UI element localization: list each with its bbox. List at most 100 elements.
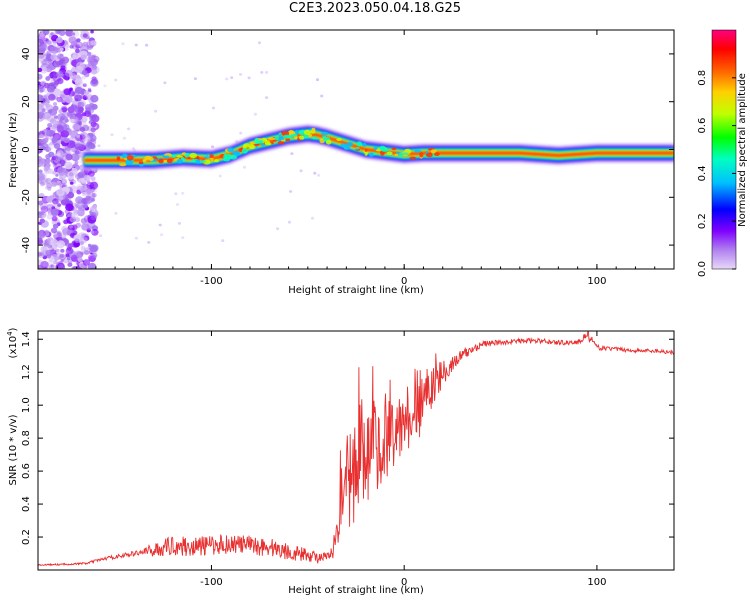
- speckle-blob: [127, 127, 131, 131]
- speckle-blob: [67, 257, 71, 261]
- speckle-blob: [80, 251, 84, 255]
- speckle-blob: [134, 236, 138, 240]
- speckle-blob: [47, 187, 52, 191]
- speckle-blob: [90, 127, 96, 133]
- speckle-blob: [260, 71, 264, 74]
- speckle-blob: [75, 65, 84, 73]
- speckle-blob: [82, 83, 87, 87]
- ridge-blob: [336, 138, 342, 141]
- colorbar-ticks: 0.0 0.2 0.4 0.6 0.8: [697, 70, 736, 277]
- speckle-blob: [67, 243, 73, 249]
- speckle-blob: [47, 168, 54, 174]
- speckle-blob: [39, 134, 44, 139]
- speckle-blob: [299, 169, 303, 173]
- ridge-blob: [148, 157, 154, 161]
- speckle-blob: [39, 149, 43, 153]
- speckle-blob: [56, 261, 64, 269]
- ridge-blob: [278, 133, 282, 139]
- speckle-blob: [71, 212, 79, 219]
- speckle-blob: [89, 102, 94, 107]
- colorbar-tick-label: 0.0: [697, 261, 708, 277]
- speckle-blob: [69, 181, 74, 185]
- speckle-blob: [55, 57, 60, 62]
- speckle-blob: [39, 218, 45, 224]
- speckle-blob: [80, 116, 88, 123]
- speckle-blob: [82, 41, 88, 47]
- speckle-blob: [87, 87, 92, 91]
- speckle-blob: [80, 218, 88, 224]
- y-tick-label: 20: [21, 95, 32, 108]
- ridge-blob: [162, 159, 168, 163]
- speckle-blob: [122, 136, 126, 140]
- speckle-blob: [38, 265, 44, 269]
- speckle-blob: [253, 112, 257, 116]
- snr-frame: [37, 330, 675, 571]
- speckle-blob: [257, 41, 262, 45]
- snr-series-line: [38, 331, 674, 567]
- speckle-blob: [38, 176, 46, 184]
- speckle-blob: [83, 203, 88, 209]
- speckle-blob: [90, 198, 95, 202]
- speckle-blob: [74, 86, 83, 95]
- speckle-blob: [75, 251, 84, 259]
- ridge-blob: [248, 143, 255, 150]
- speckle-blob: [81, 222, 90, 231]
- spectrogram-noise-speckle: [38, 30, 324, 269]
- speckle-blob: [90, 30, 94, 34]
- speckle-blob: [71, 225, 78, 231]
- speckle-blob: [181, 236, 185, 240]
- speckle-blob: [41, 214, 46, 219]
- speckle-blob: [38, 232, 46, 239]
- speckle-blob: [55, 199, 60, 204]
- speckle-blob: [40, 246, 48, 253]
- speckle-blob: [193, 77, 197, 80]
- speckle-blob: [68, 105, 77, 114]
- speckle-blob: [72, 54, 77, 59]
- speckle-blob: [56, 150, 64, 158]
- speckle-blob: [81, 112, 87, 117]
- speckle-blob: [265, 96, 269, 99]
- speckle-blob: [74, 80, 84, 89]
- speckle-blob: [53, 143, 61, 149]
- speckle-blob: [90, 68, 98, 75]
- ridge-blob: [402, 152, 410, 156]
- speckle-blob: [82, 191, 88, 197]
- speckle-blob: [58, 253, 66, 261]
- speckle-blob: [56, 30, 62, 34]
- speckle-blob: [42, 137, 49, 144]
- speckle-blob: [69, 224, 74, 229]
- speckle-blob: [89, 143, 96, 149]
- ridge-blob: [223, 154, 228, 160]
- speckle-blob: [61, 107, 68, 113]
- speckle-blob: [225, 77, 229, 81]
- speckle-blob: [48, 74, 53, 78]
- speckle-blob: [48, 151, 55, 158]
- ridge-blob: [176, 159, 183, 164]
- speckle-blob: [75, 196, 84, 205]
- speckle-blob: [60, 248, 65, 253]
- speckle-blob: [81, 134, 91, 143]
- ridge-blob: [312, 136, 317, 140]
- speckle-blob: [38, 158, 42, 162]
- speckle-blob: [239, 131, 243, 135]
- colorbar: 0.0 0.2 0.4 0.6 0.8 Normalized spectral ampl…: [697, 29, 748, 277]
- x-tick-label: -100: [200, 577, 223, 588]
- speckle-blob: [181, 191, 185, 195]
- ridge-blob: [356, 141, 363, 147]
- x-tick-label: 0: [401, 276, 407, 287]
- ridge-blob: [295, 129, 299, 135]
- ridge-blob: [364, 149, 368, 152]
- speckle-blob: [51, 155, 59, 162]
- speckle-blob: [177, 222, 182, 225]
- speckle-blob: [80, 245, 86, 251]
- speckle-blob: [44, 229, 50, 234]
- speckle-blob: [89, 208, 94, 212]
- y-tick-label: -40: [21, 237, 32, 253]
- speckle-blob: [43, 82, 50, 89]
- figure-title: C2E3.2023.050.04.18.G25: [288, 1, 462, 16]
- ridge-blob: [122, 153, 128, 159]
- speckle-blob: [65, 96, 73, 104]
- speckle-blob: [48, 93, 56, 101]
- speckle-blob: [87, 215, 97, 224]
- ridge-blob: [274, 136, 279, 141]
